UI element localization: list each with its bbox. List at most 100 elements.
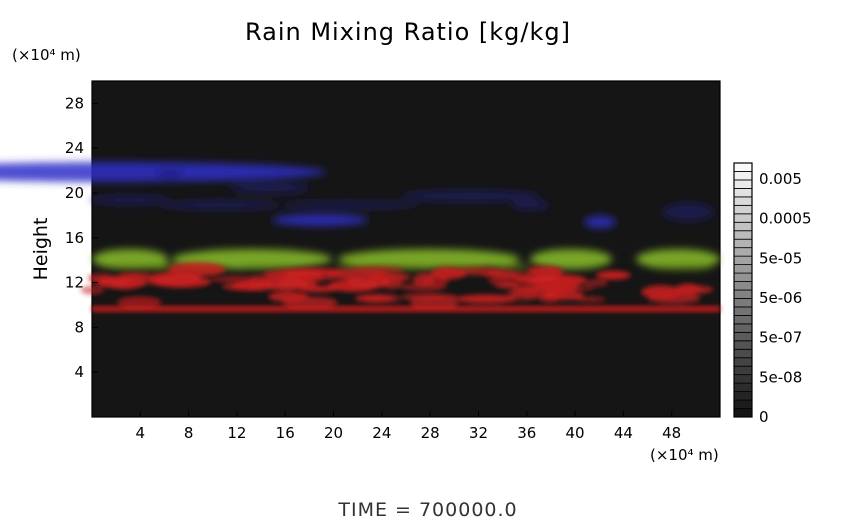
colorbar-label: 5e-08 bbox=[759, 368, 802, 386]
x-tick-label: 32 bbox=[469, 424, 488, 442]
band-blob bbox=[327, 273, 365, 280]
colorbar-cell bbox=[733, 374, 753, 384]
band-blob bbox=[584, 216, 616, 228]
colorbar-cell bbox=[733, 399, 753, 409]
band-blob bbox=[117, 296, 162, 308]
colorbar-cell bbox=[733, 272, 753, 282]
band-blob bbox=[243, 264, 299, 271]
y-tick-label: 24 bbox=[65, 139, 84, 157]
y-tick-label: 16 bbox=[65, 229, 84, 247]
x-tick-label: 20 bbox=[324, 424, 343, 442]
band-blob bbox=[641, 285, 682, 299]
band-blob bbox=[533, 285, 594, 292]
band-blob bbox=[156, 168, 184, 180]
band-blob bbox=[272, 214, 368, 226]
colorbar-cell bbox=[733, 187, 753, 198]
colorbar-cell bbox=[733, 340, 753, 350]
band-blob bbox=[676, 264, 708, 271]
band-blob bbox=[298, 285, 338, 293]
colorbar-cell bbox=[733, 230, 753, 240]
band-blob bbox=[231, 280, 275, 291]
x-tick-label: 16 bbox=[276, 424, 295, 442]
colorbar-cell bbox=[733, 281, 753, 291]
x-tick-label: 4 bbox=[136, 424, 146, 442]
band-blob bbox=[399, 282, 447, 292]
band-blob bbox=[338, 248, 520, 270]
x-tick-label: 40 bbox=[566, 424, 585, 442]
x-tick-label: 8 bbox=[184, 424, 194, 442]
colorbar: 0.005 0.0005 5e-05 5e-06 5e-07 5e-08 0 bbox=[733, 162, 812, 426]
band-blob bbox=[455, 294, 518, 304]
band-blob bbox=[510, 200, 550, 210]
band-blob bbox=[92, 248, 168, 270]
x-tick-label: 12 bbox=[227, 424, 246, 442]
colorbar-cell bbox=[733, 357, 753, 367]
band-blob bbox=[538, 292, 561, 303]
chart-title: Rain Mixing Ratio [kg/kg] bbox=[245, 18, 571, 46]
y-tick-label: 8 bbox=[74, 318, 84, 336]
colorbar-cell bbox=[733, 298, 753, 308]
band-blob bbox=[487, 276, 541, 287]
heatmap-field bbox=[0, 162, 720, 312]
y-tick-label: 28 bbox=[65, 94, 84, 112]
band-blob bbox=[527, 266, 564, 276]
layer-band bbox=[92, 248, 720, 271]
band-blob bbox=[280, 201, 420, 209]
colorbar-cell bbox=[733, 348, 753, 359]
colorbar-cell bbox=[733, 162, 753, 172]
x-tick-label: 28 bbox=[421, 424, 440, 442]
band-blob bbox=[410, 296, 459, 309]
band-blob bbox=[92, 306, 720, 312]
band-blob bbox=[595, 270, 631, 280]
colorbar-label: 5e-05 bbox=[759, 249, 802, 267]
colorbar-cell bbox=[733, 391, 753, 401]
colorbar-cell bbox=[733, 238, 753, 249]
colorbar-cell bbox=[733, 382, 753, 392]
colorbar-label: 5e-06 bbox=[759, 289, 802, 307]
band-blob bbox=[150, 275, 212, 288]
band-blob bbox=[662, 203, 714, 221]
band-blob bbox=[356, 265, 404, 273]
y-tick-label: 4 bbox=[74, 363, 84, 381]
band-blob bbox=[230, 182, 310, 194]
band-blob bbox=[574, 296, 606, 303]
band-blob bbox=[530, 248, 612, 270]
band-blob bbox=[636, 248, 720, 270]
colorbar-cell bbox=[733, 196, 753, 206]
x-tick-label: 36 bbox=[517, 424, 536, 442]
band-blob bbox=[400, 190, 540, 202]
colorbar-cell bbox=[733, 314, 753, 325]
band-blob bbox=[327, 283, 362, 290]
colorbar-cell bbox=[733, 221, 753, 232]
colorbar-cell bbox=[733, 289, 753, 299]
colorbar-cell bbox=[733, 264, 753, 274]
colorbar-cell bbox=[733, 247, 753, 257]
colorbar-cell bbox=[733, 255, 753, 265]
x-axis-unit: (×10⁴ m) bbox=[650, 446, 719, 464]
plot-area bbox=[91, 80, 721, 418]
colorbar-cell bbox=[733, 171, 753, 181]
colorbar-label: 0.0005 bbox=[759, 210, 812, 228]
colorbar-label: 0.005 bbox=[759, 170, 802, 188]
colorbar-cell bbox=[733, 323, 753, 333]
colorbar-cell bbox=[733, 365, 753, 376]
band-blob bbox=[118, 272, 152, 279]
y-tick-label: 20 bbox=[65, 184, 84, 202]
band-blob bbox=[281, 269, 316, 277]
colorbar-label: 5e-07 bbox=[759, 329, 802, 347]
x-tick-label: 24 bbox=[372, 424, 391, 442]
band-blob bbox=[454, 266, 503, 276]
band-blob bbox=[674, 283, 702, 295]
colorbar-cell bbox=[733, 331, 753, 342]
colorbar-cell bbox=[733, 213, 753, 223]
x-tick-label: 44 bbox=[614, 424, 633, 442]
band-blob bbox=[90, 195, 170, 205]
band-blob bbox=[268, 291, 309, 302]
band-blob bbox=[584, 279, 608, 287]
band-blob bbox=[168, 262, 226, 277]
band-blob bbox=[354, 294, 395, 302]
band-blob bbox=[136, 277, 160, 285]
band-blob bbox=[80, 285, 105, 295]
